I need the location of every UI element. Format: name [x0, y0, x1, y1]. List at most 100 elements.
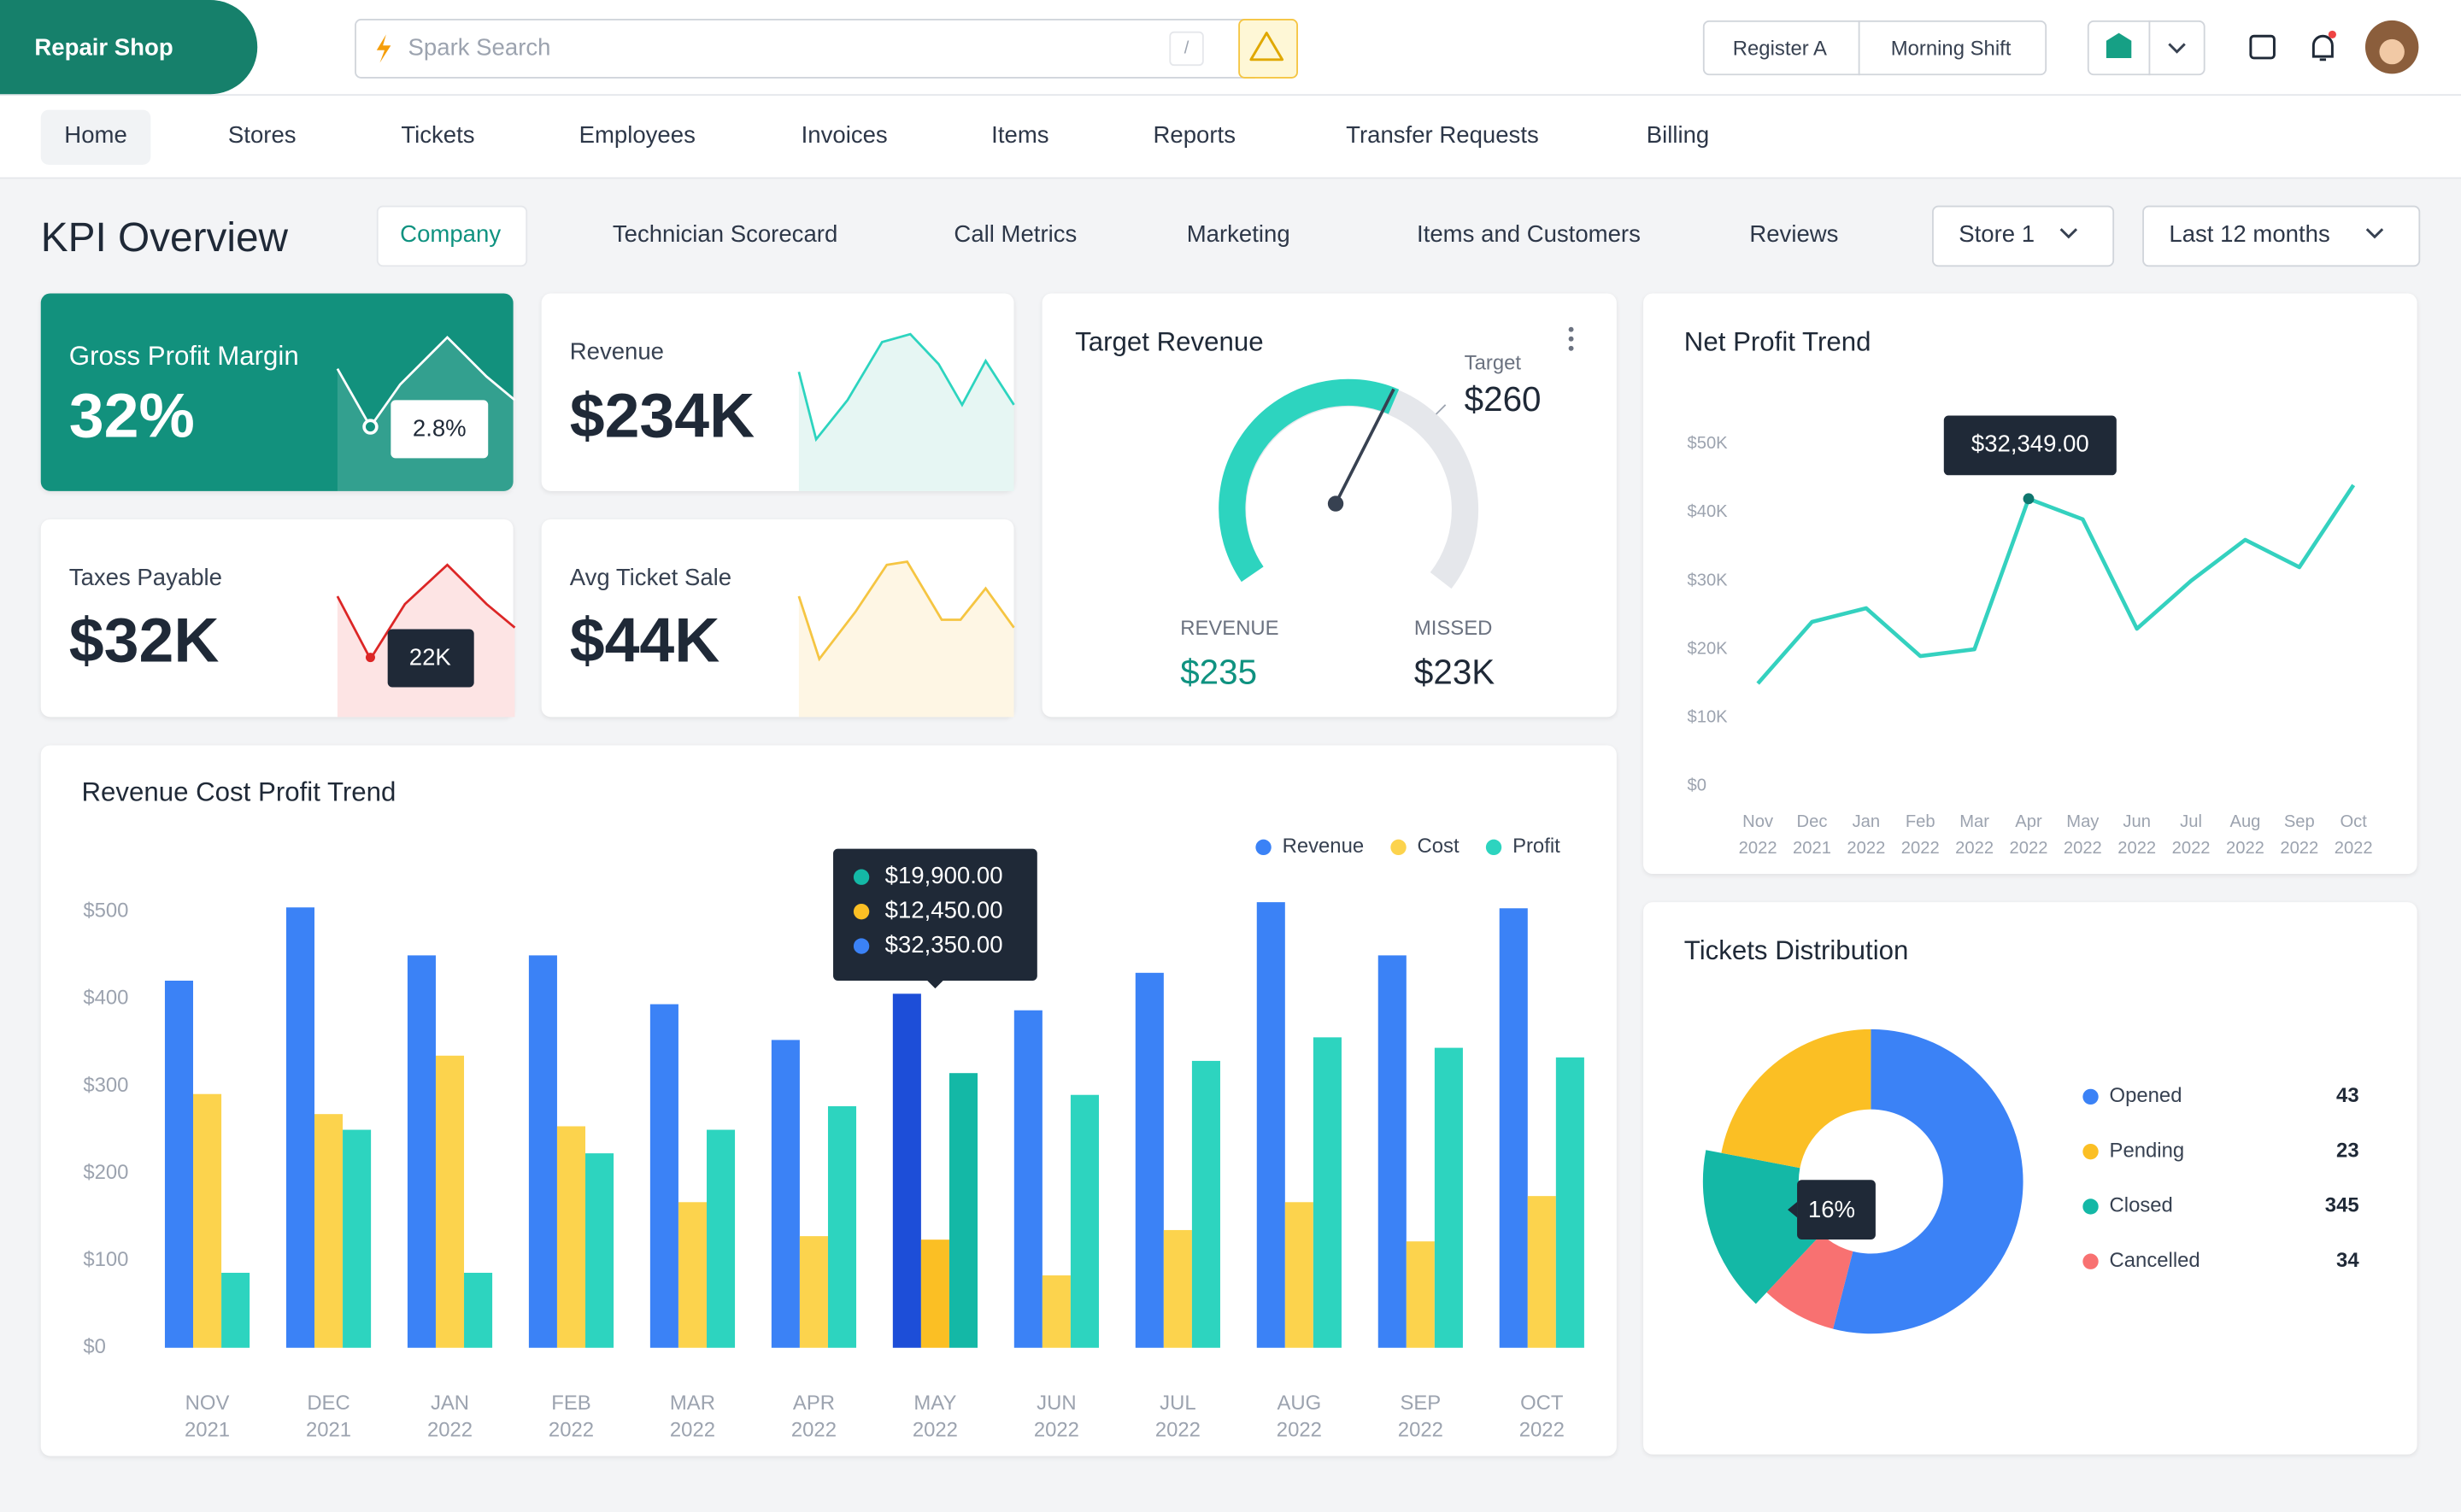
tooltip-pointer [1788, 1201, 1798, 1218]
bar [920, 1239, 949, 1348]
nav-item[interactable]: Invoices [801, 122, 888, 149]
kpi-label: Taxes Payable [69, 564, 222, 590]
y-tick-label: $0 [83, 1335, 106, 1358]
tab[interactable]: Reviews [1749, 220, 1839, 249]
bar [407, 955, 436, 1348]
x-tick-label: 2022 [2010, 839, 2048, 858]
legend-swatch [2082, 1088, 2099, 1105]
bar [221, 1272, 250, 1348]
bar [799, 1236, 828, 1348]
x-tick-label: 2022 [427, 1418, 473, 1441]
tooltip [1943, 415, 2117, 476]
missed-value: $23K [1414, 652, 1495, 691]
bar [949, 1073, 978, 1348]
x-tick-label: 2022 [670, 1418, 715, 1441]
legend-label: Cancelled [2110, 1249, 2200, 1272]
donut-slice [1766, 1234, 1853, 1329]
bar [1406, 1241, 1435, 1348]
bar [1313, 1037, 1342, 1348]
nav-item[interactable]: Home [64, 122, 127, 149]
tab-active[interactable] [376, 205, 528, 267]
x-tick-label: MAY [913, 1392, 956, 1415]
x-tick-label: 2022 [1955, 839, 1994, 858]
inbox-icon[interactable] [2249, 34, 2276, 60]
legend-label: Opened [2110, 1084, 2182, 1107]
x-tick-label: Mar [1959, 812, 1989, 831]
bar [556, 1126, 586, 1348]
x-tick-label: Aug [2229, 812, 2260, 831]
nav-item[interactable]: Tickets [401, 122, 475, 149]
kpi-label: Gross Profit Margin [69, 341, 299, 371]
y-tick-label: $10K [1687, 707, 1728, 726]
sparkline-area [798, 334, 1014, 491]
search-box[interactable] [355, 19, 1260, 79]
nav-item[interactable]: Billing [1646, 122, 1710, 149]
x-tick-label: Oct [2340, 812, 2367, 831]
legend-label: Pending [2110, 1139, 2185, 1162]
x-tick-label: 2022 [1739, 839, 1777, 858]
tooltip-value: $32,349.00 [1971, 431, 2089, 457]
bar [1013, 1010, 1043, 1348]
legend-label: Cost [1418, 835, 1460, 858]
badge-text: 2.8% [413, 415, 467, 442]
tab[interactable]: Call Metrics [954, 220, 1078, 249]
x-tick-label: 2022 [2117, 839, 2156, 858]
brand[interactable] [0, 0, 258, 95]
x-tick-label: 2022 [1034, 1418, 1079, 1441]
sparkline [797, 560, 1015, 662]
x-tick-label: MAR [670, 1392, 715, 1415]
nav-item[interactable]: Stores [227, 122, 297, 149]
tooltip-swatch [853, 938, 870, 954]
legend-label: Profit [1512, 835, 1560, 858]
sparkline-area [798, 561, 1014, 718]
warning-button[interactable] [1238, 19, 1298, 79]
x-tick-label: JUN [1037, 1392, 1076, 1415]
x-tick-label: JAN [431, 1392, 469, 1415]
kpi-label: Avg Ticket Sale [570, 564, 731, 590]
y-tick-label: $0 [1687, 777, 1706, 795]
register[interactable]: Register A [1732, 36, 1827, 60]
bar [649, 1004, 678, 1348]
y-tick-label: $200 [83, 1161, 128, 1184]
gauge-fill [1219, 378, 1400, 583]
y-tick-label: $500 [83, 900, 128, 923]
nav-item[interactable]: Reports [1153, 122, 1236, 149]
tab[interactable]: Marketing [1186, 220, 1290, 249]
x-tick-label: Nov [1742, 812, 1774, 831]
x-tick-label: 2022 [2064, 839, 2102, 858]
menu-dot[interactable] [1568, 326, 1574, 332]
avatar-face [2379, 38, 2405, 65]
x-tick-label: OCT [1520, 1392, 1564, 1415]
x-tick-label: 2022 [2172, 839, 2211, 858]
x-tick-label: Jun [2123, 812, 2151, 831]
store-filter[interactable] [1932, 205, 2115, 267]
chart-title: Revenue Cost Profit Trend [82, 777, 396, 807]
tab[interactable]: Items and Customers [1417, 220, 1641, 249]
shift[interactable]: Morning Shift [1890, 36, 2012, 60]
bell-icon[interactable] [2311, 34, 2334, 62]
chart-title: Tickets Distribution [1684, 935, 1909, 965]
nav-item[interactable]: Items [991, 122, 1049, 149]
nav-item[interactable]: Employees [579, 122, 696, 149]
tab[interactable]: Technician Scorecard [612, 220, 838, 249]
divider [1858, 20, 1860, 76]
register-group[interactable] [1702, 20, 2047, 76]
y-tick-label: $30K [1687, 571, 1728, 589]
x-tick-label: 2022 [1847, 839, 1885, 858]
bar [1256, 902, 1285, 1348]
donut-slice [1833, 1029, 2023, 1334]
sparkline-marker [362, 419, 379, 435]
legend-swatch [1485, 839, 1502, 856]
legend-swatch [2082, 1253, 2099, 1269]
target-label: Target [1465, 351, 1522, 374]
bolt-icon [376, 34, 391, 63]
tab[interactable]: Company [400, 220, 502, 249]
nav-item[interactable]: Transfer Requests [1346, 122, 1539, 149]
nav-active [40, 109, 151, 165]
bar [1135, 972, 1164, 1348]
gauge-needle [1334, 388, 1395, 505]
bar [771, 1040, 800, 1348]
menu-dot [1568, 336, 1574, 342]
